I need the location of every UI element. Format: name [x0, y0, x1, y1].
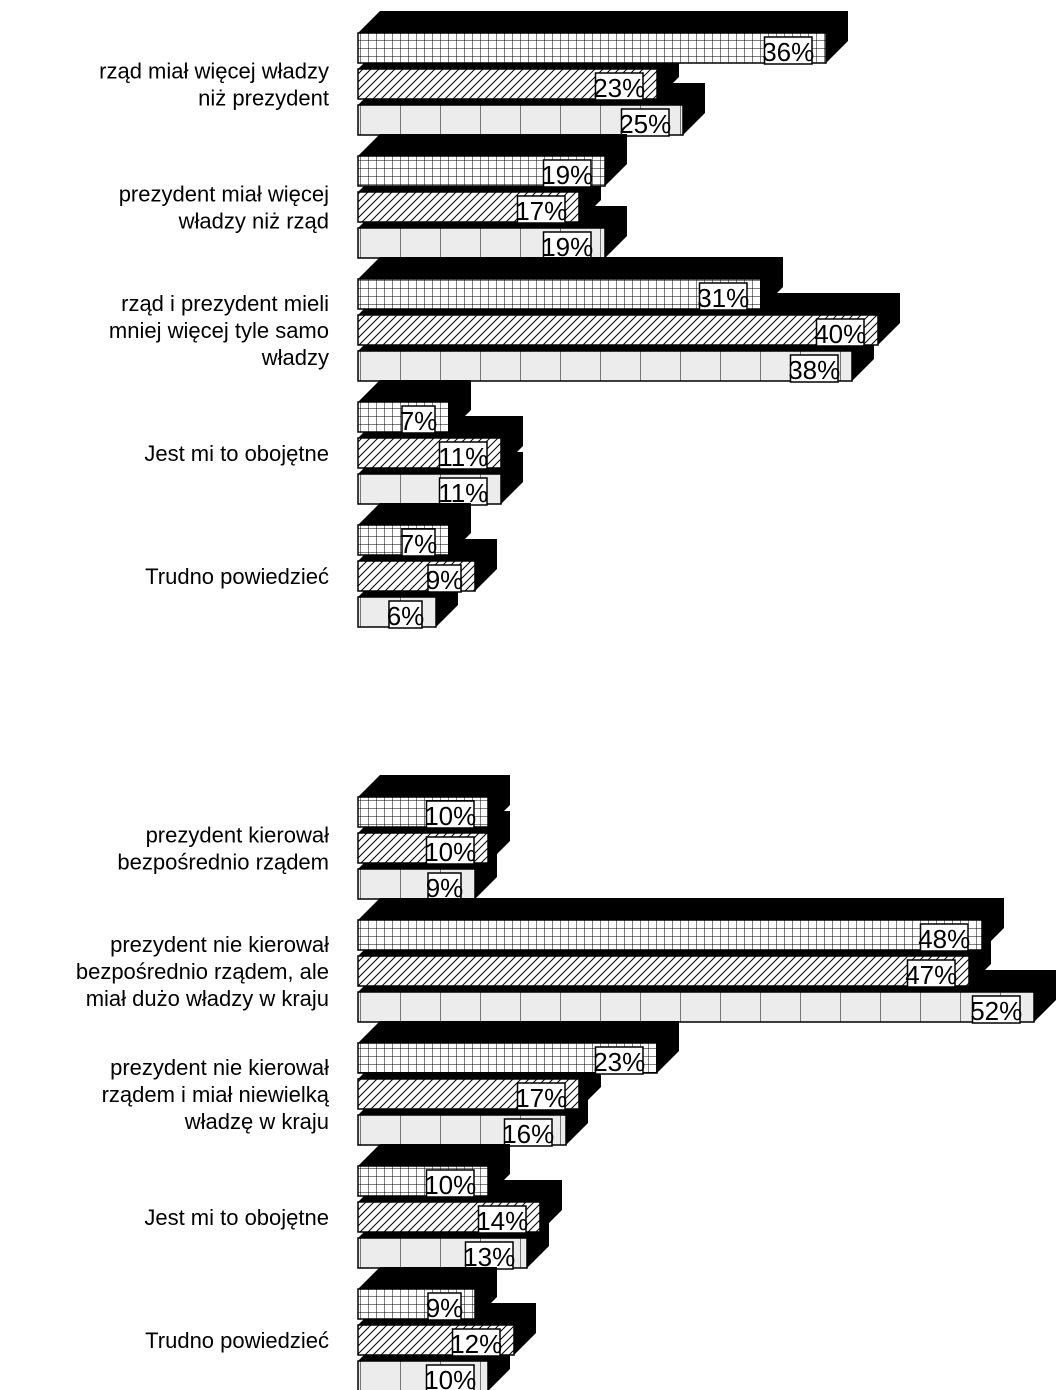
value-label-box — [516, 1082, 566, 1111]
value-label-1-3-2: 40% — [814, 319, 866, 349]
value-label-2-3-1: 23% — [593, 1047, 645, 1077]
chart-1: 25% 23% 36% rząd miał więcej władzy niż prez… — [99, 11, 900, 631]
value-label-2-1-1: 10% — [424, 801, 476, 831]
value-label-box — [815, 318, 865, 347]
value-label-2-3-2: 17% — [515, 1083, 567, 1113]
category-label-2-3: prezydent nie kierował rządem i miał niew… — [102, 1055, 330, 1134]
bar-1-3-1 — [357, 278, 762, 310]
value-label-box — [401, 528, 436, 557]
category-label-1-4: Jest mi to obojętne — [144, 441, 329, 466]
value-label-box — [425, 1169, 475, 1198]
value-label-box — [464, 1241, 514, 1270]
category-label-2-1: prezydent kierował bezpośrednio rządem — [117, 823, 329, 875]
value-label-box — [971, 995, 1021, 1024]
value-label-1-1-3: 25% — [619, 109, 671, 139]
value-label-box — [542, 231, 592, 260]
value-label-box — [542, 159, 592, 188]
category-label-1-5: Trudno powiedzieć — [145, 564, 329, 589]
value-label-box — [516, 195, 566, 224]
value-label-box — [594, 72, 644, 101]
value-label-1-3-1: 31% — [697, 283, 749, 313]
category-label-2-5: Trudno powiedzieć — [145, 1328, 329, 1353]
value-label-box — [906, 959, 956, 988]
bar-2-2-1 — [357, 919, 983, 951]
value-label-box — [388, 600, 423, 629]
value-label-2-5-3: 10% — [424, 1365, 476, 1390]
value-label-box — [427, 1292, 462, 1321]
value-label-1-5-1: 7% — [400, 529, 438, 559]
value-label-1-4-2: 11% — [438, 442, 488, 472]
value-label-box — [503, 1118, 553, 1147]
bar-2-2-2 — [357, 955, 970, 987]
value-label-box — [698, 282, 748, 311]
value-label-1-5-2: 9% — [426, 565, 464, 595]
value-label-box — [438, 441, 488, 470]
value-label-box — [425, 836, 475, 865]
value-label-box — [438, 477, 488, 506]
value-label-box — [919, 923, 969, 952]
value-label-box — [427, 564, 462, 593]
value-label-box — [789, 354, 839, 383]
category-label-1-2: prezydent miał więcej władzy niż rząd — [119, 182, 329, 234]
value-label-2-1-2: 10% — [424, 837, 476, 867]
value-label-box — [594, 1046, 644, 1075]
value-label-box — [477, 1205, 527, 1234]
value-label-1-2-1: 19% — [541, 160, 593, 190]
bar-2-2-3 — [357, 991, 1035, 1023]
value-label-2-3-3: 16% — [502, 1119, 554, 1149]
bar-1-1-1 — [357, 32, 827, 64]
value-label-box — [763, 36, 813, 65]
value-label-2-5-1: 9% — [426, 1293, 464, 1323]
value-label-box — [401, 405, 436, 434]
value-label-2-2-3: 52% — [970, 996, 1022, 1026]
category-label-2-2: prezydent nie kierował bezpośrednio rząde… — [76, 932, 329, 1011]
value-label-box — [451, 1328, 501, 1357]
bar-1-3-2 — [357, 314, 879, 346]
value-label-2-4-2: 14% — [476, 1206, 528, 1236]
value-label-box — [620, 108, 670, 137]
value-label-box — [425, 800, 475, 829]
value-label-box — [425, 1364, 475, 1390]
value-label-1-5-3: 6% — [387, 601, 425, 631]
category-label-2-4: Jest mi to obojętne — [144, 1205, 329, 1230]
value-label-2-2-2: 47% — [905, 960, 957, 990]
category-label-1-1: rząd miał więcej władzy niż prezydent — [99, 59, 329, 111]
value-label-2-5-2: 12% — [450, 1329, 502, 1359]
value-label-2-2-1: 48% — [918, 924, 970, 954]
value-label-2-4-1: 10% — [424, 1170, 476, 1200]
value-label-1-1-1: 36% — [762, 37, 814, 67]
bar-1-3-3 — [357, 350, 853, 382]
value-label-1-3-3: 38% — [788, 355, 840, 385]
category-label-1-3: rząd i prezydent mieli mniej więcej tyle … — [109, 291, 329, 370]
value-label-1-4-1: 7% — [400, 406, 438, 436]
value-label-1-2-2: 17% — [515, 196, 567, 226]
chart-2: 9% 10% 10% prezydent kierował bezpośrednio r… — [76, 775, 1056, 1390]
value-label-1-1-2: 23% — [593, 73, 645, 103]
